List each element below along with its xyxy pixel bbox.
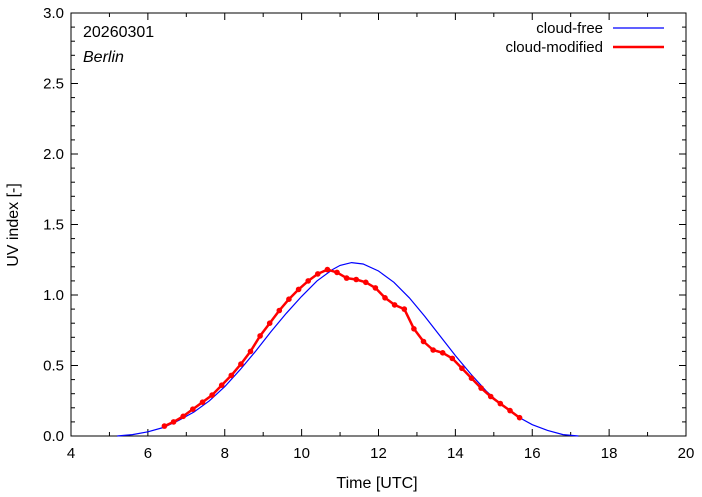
data-point-cloud-modified (266, 320, 273, 327)
plot-frame-border (70, 12, 687, 437)
data-point-cloud-modified (507, 407, 513, 414)
data-point-cloud-modified (190, 406, 196, 413)
data-point-cloud-modified (324, 266, 331, 273)
data-point-cloud-modified (353, 276, 360, 283)
data-point-cloud-modified (372, 285, 379, 291)
x-axis-label: Time [UTC] (336, 475, 417, 492)
data-point-cloud-modified (516, 414, 523, 421)
data-point-cloud-modified (459, 365, 465, 372)
data-point-cloud-modified (468, 375, 475, 382)
data-point-cloud-modified (382, 295, 388, 301)
legend-label-cloud-modified: cloud-modified (505, 39, 603, 56)
data-point-cloud-modified (218, 382, 225, 389)
legend: cloud-free cloud-modified (505, 20, 664, 56)
data-point-cloud-modified (247, 348, 254, 355)
x-tick-label: 6 (144, 445, 152, 462)
y-tick-label: 1.5 (43, 217, 64, 234)
y-tick-label: 0.5 (43, 358, 64, 375)
data-point-cloud-modified (161, 423, 168, 429)
x-tick-label: 10 (293, 445, 310, 462)
data-point-cloud-modified (295, 286, 302, 293)
data-point-cloud-modified (257, 333, 263, 339)
data-point-cloud-modified (401, 306, 408, 312)
y-tick-label: 2.0 (43, 146, 64, 163)
data-point-cloud-modified (238, 361, 244, 367)
data-point-cloud-modified (334, 269, 340, 276)
data-point-cloud-modified (391, 302, 398, 308)
data-point-cloud-modified (315, 271, 321, 277)
series-layer (117, 261, 579, 437)
y-tick-label: 2.5 (43, 76, 64, 93)
y-axis-label: UV index [-] (5, 183, 22, 267)
x-tick-label: 14 (447, 445, 464, 462)
data-point-cloud-modified (420, 338, 427, 345)
data-point-cloud-modified (439, 350, 446, 356)
data-point-cloud-modified (180, 413, 186, 420)
data-point-cloud-modified (276, 307, 283, 314)
x-tick-label: 8 (221, 445, 229, 462)
location-annotation: Berlin (83, 49, 124, 66)
data-point-cloud-modified (199, 399, 206, 406)
data-point-cloud-modified (487, 393, 494, 400)
data-point-cloud-modified (363, 279, 369, 286)
x-tick-label: 4 (67, 445, 75, 462)
plot-frame (70, 12, 687, 437)
date-annotation: 20260301 (83, 24, 154, 41)
y-tick-label: 1.0 (43, 287, 64, 304)
data-point-cloud-modified (449, 355, 456, 362)
data-point-cloud-modified (170, 419, 177, 425)
data-point-cloud-modified (343, 275, 350, 281)
data-point-cloud-modified (478, 385, 484, 391)
x-tick-label: 18 (601, 445, 618, 462)
data-point-cloud-modified (305, 278, 312, 284)
y-tick-label: 3.0 (43, 5, 64, 22)
series-line-cloud-modified (163, 268, 521, 428)
y-tick-label: 0.0 (43, 428, 64, 445)
x-tick-label: 16 (524, 445, 541, 462)
x-tick-label: 20 (678, 445, 695, 462)
y-axis-ticks: 0.0 0.5 1.0 1.5 2.0 2.5 3.0 (43, 5, 686, 445)
data-point-cloud-modified (497, 400, 504, 407)
data-point-cloud-modified (286, 296, 292, 303)
x-axis-ticks: 4 6 8 10 12 14 16 18 20 (67, 13, 695, 462)
data-point-cloud-modified (430, 347, 436, 353)
legend-label-cloud-free: cloud-free (536, 20, 603, 37)
x-tick-label: 12 (370, 445, 387, 462)
data-point-cloud-modified (411, 326, 417, 332)
data-point-cloud-modified (209, 392, 215, 398)
data-point-cloud-modified (228, 372, 235, 379)
